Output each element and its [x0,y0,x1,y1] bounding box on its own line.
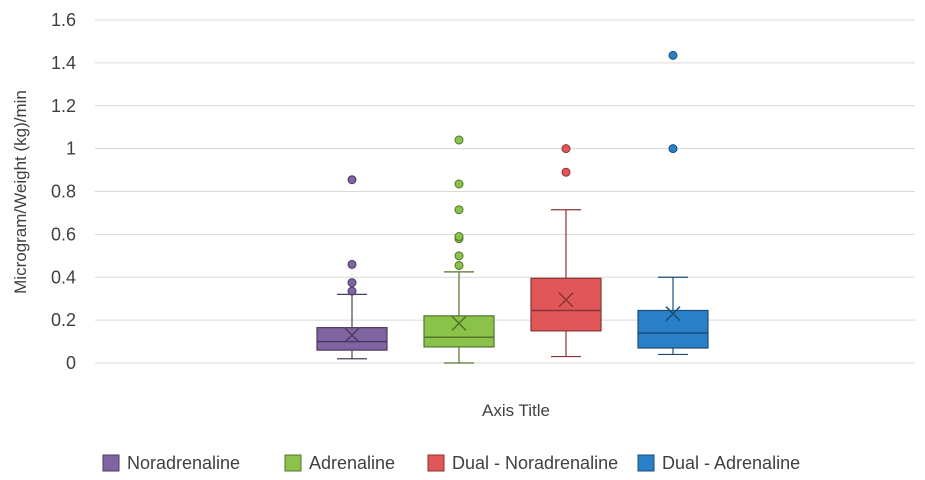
legend: Noradrenaline Adrenaline Dual - Noradrenal… [102,453,800,473]
outlier-point [454,260,464,270]
mean-marker [451,315,467,331]
outlier-point [454,135,464,145]
outlier-point [454,251,464,261]
mean-marker [665,306,681,322]
y-tick-label: 1.2 [51,96,76,116]
box-group [316,175,388,360]
box-group [637,50,709,356]
legend-swatch [637,454,655,472]
box [637,309,709,349]
y-tick-label: 0.8 [51,182,76,202]
outlier-point [454,232,464,242]
y-tick-label: 0.2 [51,310,76,330]
legend-label: Dual - Noradrenaline [452,453,618,473]
legend-label: Noradrenaline [127,453,240,473]
y-tick-label: 0 [66,353,76,373]
box-group [530,144,602,358]
legend-swatch [102,454,120,472]
box [423,315,495,348]
mean-marker [558,292,574,308]
outlier-point [668,50,678,60]
box-group [423,135,495,364]
box [530,277,602,332]
y-axis-ticks: 0 0.2 0.4 0.6 0.8 1 1.2 1.4 1.6 [51,10,76,373]
outlier-point [454,205,464,215]
y-axis-title: Microgram/Weight (kg)/min [11,90,30,294]
legend-label: Adrenaline [309,453,395,473]
outlier-point [347,259,357,269]
box [316,327,388,351]
outlier-point [561,167,571,177]
outlier-point [454,179,464,189]
legend-swatch [427,454,445,472]
outlier-point [561,144,571,154]
y-tick-label: 1 [66,139,76,159]
legend-swatch [284,454,302,472]
y-tick-label: 0.6 [51,224,76,244]
outlier-point [668,144,678,154]
legend-label: Dual - Adrenaline [662,453,800,473]
y-tick-label: 1.4 [51,53,76,73]
x-axis-title: Axis Title [482,401,550,420]
mean-marker [344,327,360,343]
outlier-point [347,286,357,296]
y-tick-label: 0.4 [51,267,76,287]
outlier-point [347,175,357,185]
outlier-point [347,278,357,288]
y-tick-label: 1.6 [51,10,76,30]
boxes [316,50,709,364]
gridlines [95,19,915,364]
